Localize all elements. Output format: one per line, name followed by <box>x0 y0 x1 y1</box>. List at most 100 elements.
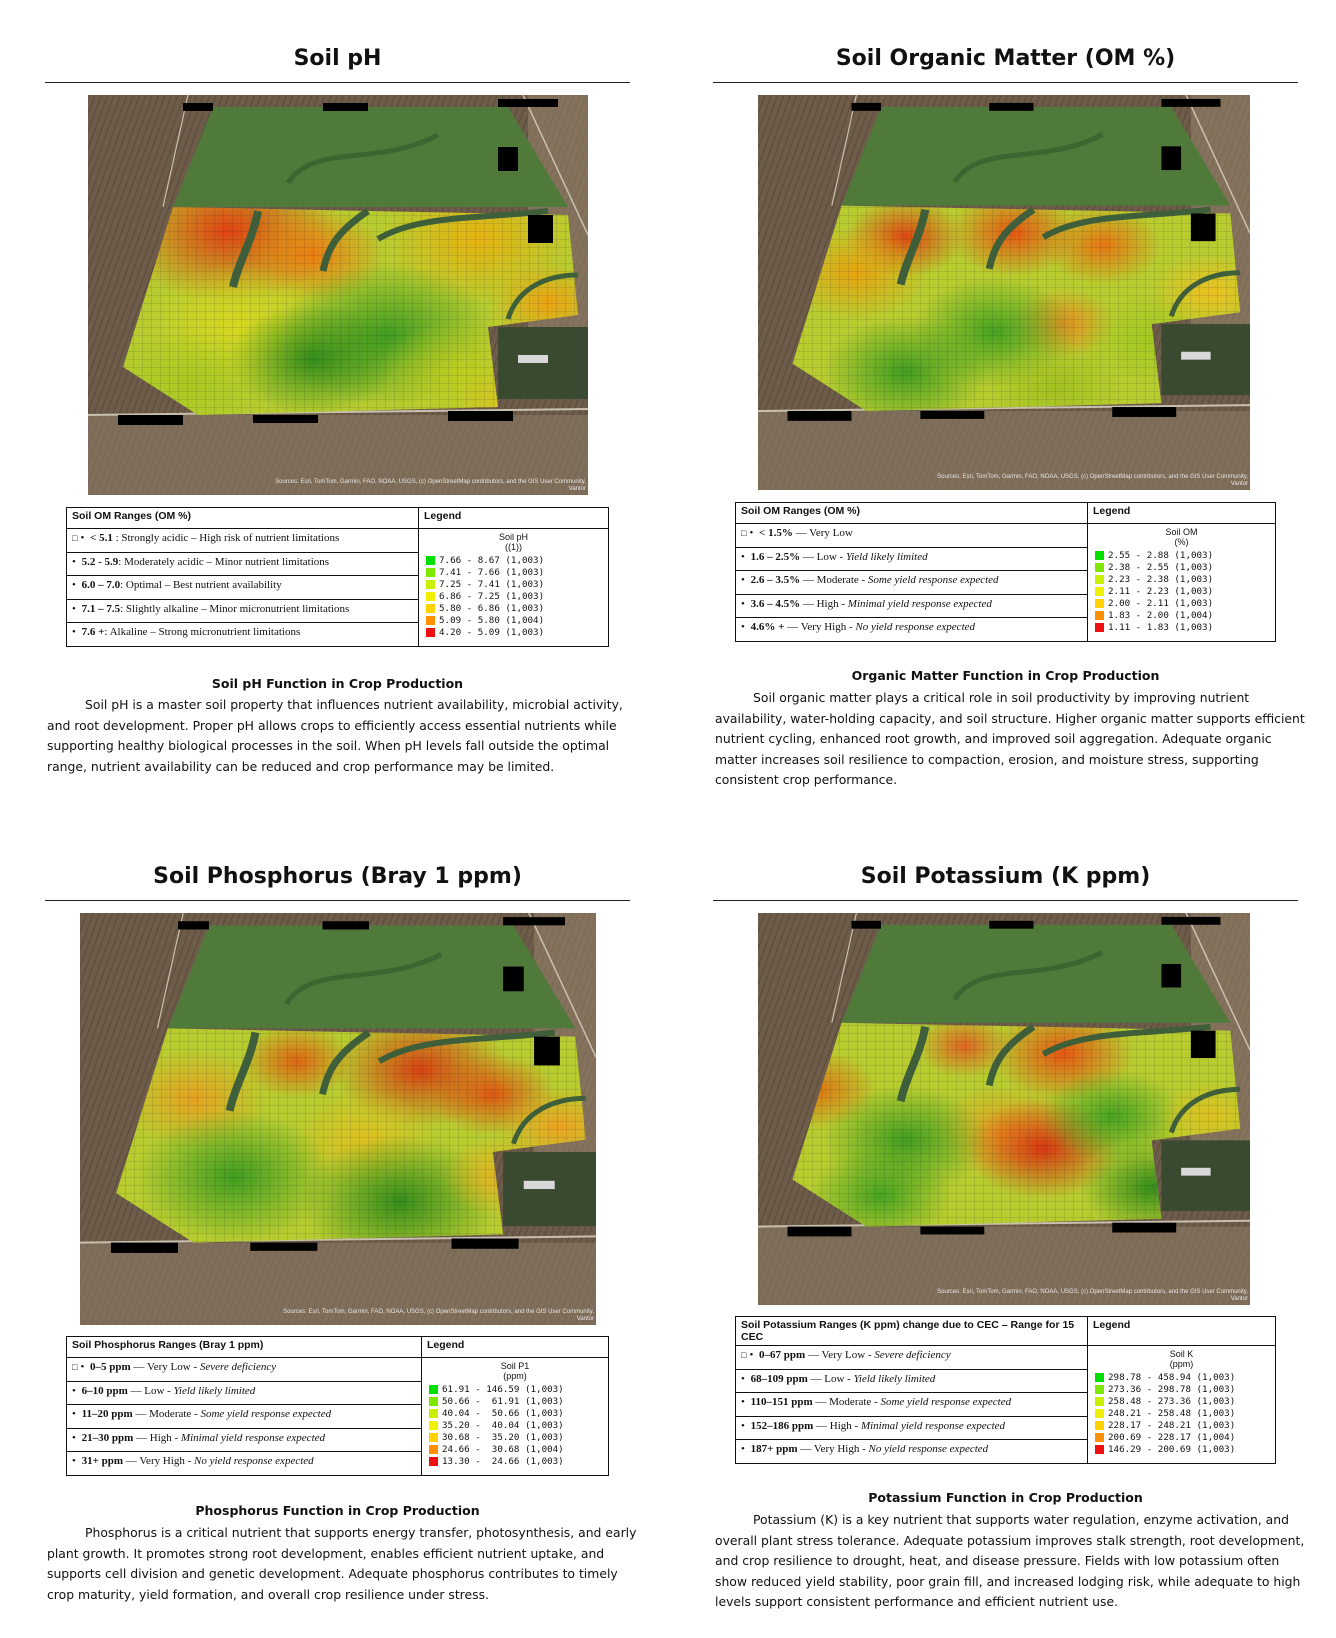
color-swatch <box>1095 1420 1104 1430</box>
range-row: • 7.6 +: Alkaline – Strong micronutrient… <box>66 622 609 647</box>
range-desc: : Strongly acidic – High risk of nutrien… <box>112 532 340 544</box>
range-value: 68–109 ppm <box>750 1372 808 1385</box>
legend-label: 5.09 - 5.80 (1,004) <box>439 614 545 626</box>
section-title: Organic Matter Function in Crop Producti… <box>851 668 1160 683</box>
range-desc: — High - <box>813 1419 861 1432</box>
range-cell: • 6–10 ppm — Low - Yield likely limited <box>66 1380 422 1405</box>
range-value: 0–67 ppm <box>759 1349 806 1361</box>
range-value: 7.6 + <box>81 626 105 638</box>
legend-item: 200.69 - 228.17 (1,004) <box>1095 1431 1271 1443</box>
range-desc: : Moderately acidic – Minor nutrient lim… <box>118 555 330 568</box>
legend-label: 7.66 - 8.67 (1,003) <box>439 554 545 566</box>
bullet-icon: • <box>72 602 79 615</box>
color-swatch <box>1095 622 1104 632</box>
legend-label: 5.80 - 6.86 (1,003) <box>439 602 545 614</box>
range-value: 6–10 ppm <box>81 1384 128 1397</box>
legend-item: 2.00 - 2.11 (1,003) <box>1095 597 1271 609</box>
ranges-table: Soil Potassium Ranges (K ppm) change due… <box>735 1316 1276 1464</box>
color-swatch <box>426 567 435 577</box>
color-swatch <box>426 579 435 589</box>
soil-map: Sources: Esri, TomTom, Garmin, FAO, NOAA… <box>88 95 588 495</box>
range-value: 4.6% + <box>750 621 785 633</box>
range-cell: • 3.6 – 4.5% — High - Minimal yield resp… <box>735 593 1088 618</box>
section-body: Soil pH is a master soil property that i… <box>47 697 623 774</box>
legend-item: 1.83 - 2.00 (1,004) <box>1095 609 1271 621</box>
range-value: < 5.1 <box>90 532 113 544</box>
range-value: 11–20 ppm <box>81 1408 133 1420</box>
legend-label: 248.21 - 258.48 (1,003) <box>1108 1407 1236 1419</box>
legend-item: 40.04 - 50.66 (1,003) <box>429 1407 604 1419</box>
range-row: • 152–186 ppm — High - Minimal yield res… <box>735 1415 1276 1440</box>
legend-label: 1.83 - 2.00 (1,004) <box>1108 609 1214 621</box>
range-note: No yield response expected <box>868 1443 989 1455</box>
range-cell: □ • 0–67 ppm — Very Low - Severe deficien… <box>735 1345 1088 1370</box>
map-attribution: Sources: Esri, TomTom, Garmin, FAO, NOAA… <box>937 474 1248 487</box>
bullet-icon: • <box>72 1431 79 1444</box>
color-swatch <box>1095 586 1104 596</box>
range-desc: — High - <box>133 1431 181 1444</box>
range-note: Minimal yield response expected <box>847 597 992 610</box>
color-swatch <box>1095 598 1104 608</box>
range-row: • 68–109 ppm — Low - Yield likely limite… <box>735 1368 1276 1393</box>
bullet-icon: • <box>72 626 79 638</box>
legend-label: 273.36 - 298.78 (1,003) <box>1108 1383 1236 1395</box>
section-body: Phosphorus is a critical nutrient that s… <box>47 1525 637 1602</box>
panel-title: Soil pH <box>293 46 382 71</box>
legend-label: 2.11 - 2.23 (1,003) <box>1108 585 1214 597</box>
color-swatch <box>429 1456 438 1466</box>
panel-3: Soil Potassium (K ppm) <box>713 862 1298 901</box>
range-value: 6.0 – 7.0 <box>81 579 121 591</box>
missing-glyph-icon: □ <box>72 533 78 543</box>
legend-item: 298.78 - 458.94 (1,003) <box>1095 1371 1271 1383</box>
field-map-image <box>80 913 596 1325</box>
ranges-table: Soil Phosphorus Ranges (Bray 1 ppm) Legen… <box>66 1336 609 1476</box>
color-swatch <box>426 615 435 625</box>
legend-item: 2.38 - 2.55 (1,003) <box>1095 561 1271 573</box>
legend-unit: (ppm) <box>1169 1359 1194 1369</box>
range-note: Yield likely limited <box>845 550 928 563</box>
range-cell: • 21–30 ppm — High - Minimal yield respo… <box>66 1427 422 1452</box>
range-row: • 187+ ppm — Very High - No yield respon… <box>735 1439 1276 1464</box>
color-swatch <box>1095 1444 1104 1454</box>
bullet-icon: • <box>741 621 748 633</box>
ranges-table: Soil OM Ranges (OM %) Legend □ • < 1.5% — V… <box>735 502 1276 642</box>
range-cell: • 2.6 – 3.5% — Moderate - Some yield res… <box>735 570 1088 595</box>
section-title: Potassium Function in Crop Production <box>868 1490 1143 1505</box>
section-body: Potassium (K) is a key nutrient that sup… <box>715 1512 1305 1609</box>
range-note: Some yield response expected <box>200 1408 332 1420</box>
legend-list: 2.55 - 2.88 (1,003) 2.38 - 2.55 (1,003) 2.… <box>1095 549 1271 633</box>
range-desc: — Moderate - <box>132 1408 201 1420</box>
legend-unit: (%) <box>1174 537 1189 547</box>
legend-title: Soil K <box>1169 1349 1194 1359</box>
color-swatch <box>429 1396 438 1406</box>
legend-header: Legend <box>418 507 609 529</box>
range-value: 3.6 – 4.5% <box>750 597 801 610</box>
missing-glyph-icon: □ <box>741 528 747 538</box>
range-desc: — Very High - <box>123 1455 195 1467</box>
ranges-table: Soil OM Ranges (OM %) Legend □ • < 5.1 : St… <box>66 507 609 647</box>
legend-item: 7.25 - 7.41 (1,003) <box>426 578 604 590</box>
range-note: Some yield response expected <box>867 574 999 586</box>
range-desc: — Moderate - <box>800 574 868 586</box>
range-value: 1.6 – 2.5% <box>750 550 801 563</box>
color-swatch <box>1095 1396 1104 1406</box>
legend-label: 2.00 - 2.11 (1,003) <box>1108 597 1214 609</box>
range-value: < 1.5% <box>759 527 793 539</box>
panel-1: Soil Organic Matter (OM %) <box>713 44 1298 83</box>
legend-label: 6.86 - 7.25 (1,003) <box>439 590 545 602</box>
legend-item: 5.09 - 5.80 (1,004) <box>426 614 604 626</box>
legend-cell: Soil pH ((1)) 7.66 - 8.67 (1,003) 7.41 - 7.… <box>418 528 609 647</box>
legend-item: 258.48 - 273.36 (1,003) <box>1095 1395 1271 1407</box>
range-value: 21–30 ppm <box>81 1431 134 1444</box>
range-desc: — Very Low - <box>805 1349 875 1361</box>
color-swatch <box>1095 562 1104 572</box>
range-cell: • 31+ ppm — Very High - No yield respons… <box>66 1451 422 1476</box>
range-desc: — Very High - <box>784 621 856 633</box>
range-desc: — Moderate - <box>812 1396 881 1408</box>
range-cell: □ • 0–5 ppm — Very Low - Severe deficienc… <box>66 1357 422 1382</box>
color-swatch <box>1095 610 1104 620</box>
color-swatch <box>426 591 435 601</box>
color-swatch <box>1095 1408 1104 1418</box>
range-cell: • 187+ ppm — Very High - No yield respon… <box>735 1439 1088 1464</box>
range-row: • 1.6 – 2.5% — Low - Yield likely limite… <box>735 546 1276 571</box>
